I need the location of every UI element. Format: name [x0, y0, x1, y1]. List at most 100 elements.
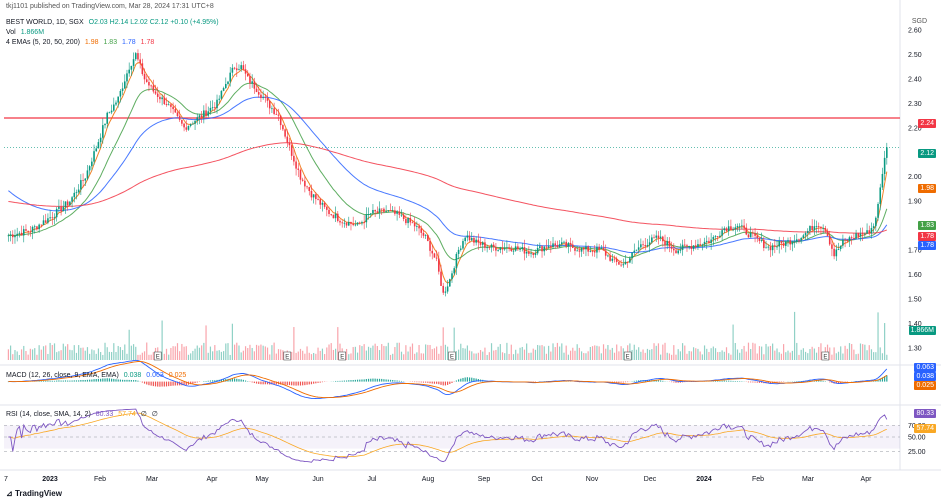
volume-bar — [269, 354, 271, 360]
volume-bar — [181, 343, 183, 360]
volume-bar — [526, 343, 528, 360]
earnings-marker-label: E — [626, 355, 630, 361]
candle-body — [55, 208, 58, 218]
volume-bar — [488, 352, 490, 360]
volume-bar — [453, 327, 455, 360]
volume-bar — [750, 349, 752, 360]
volume-bar — [277, 349, 280, 360]
volume-bar — [605, 348, 607, 360]
publisher-line: tkj1101 published on TradingView.com, Ma… — [6, 3, 214, 10]
volume-bar — [135, 346, 137, 360]
macd-bar — [359, 379, 361, 382]
candle-body — [710, 239, 712, 243]
logo-icon: ⊿ — [6, 489, 15, 498]
macd-bar — [172, 381, 174, 386]
candle-body — [7, 235, 10, 237]
volume-bar — [543, 346, 545, 360]
volume-bar — [352, 347, 354, 360]
candle-body — [192, 123, 194, 125]
candle-body — [93, 151, 95, 162]
macd-bar — [376, 378, 378, 382]
volume-bar — [192, 350, 194, 360]
volume-bar — [185, 346, 187, 360]
macd-bar — [190, 381, 192, 385]
macd-hist-badge: 0.025 — [914, 381, 936, 390]
candle-body — [743, 225, 745, 228]
macd-signal-value: 0.063 — [146, 372, 164, 379]
ema5-badge: 1.98 — [918, 184, 936, 193]
macd-bar — [319, 381, 321, 383]
candle-body — [556, 245, 559, 248]
macd-bar — [64, 380, 67, 382]
volume-bar — [7, 349, 9, 360]
volume-bar — [172, 346, 174, 360]
rsi-ma-line — [8, 412, 887, 458]
candle-body — [18, 232, 21, 234]
macd-bar — [67, 380, 69, 382]
volume-bar — [126, 353, 128, 360]
candle-body — [380, 208, 383, 210]
candle-body — [86, 170, 89, 179]
volume-bar — [499, 344, 501, 360]
candle-body — [536, 248, 539, 254]
volume-bar — [179, 351, 181, 360]
volume-bar — [262, 345, 264, 360]
candle-body — [308, 187, 311, 191]
volume-bar — [756, 353, 758, 360]
volume-bar — [552, 343, 554, 360]
ema-legend: 4 EMAs (5, 20, 50, 200) 1.98 1.83 1.78 1… — [6, 38, 157, 47]
volume-bar — [688, 351, 690, 360]
candle-body — [508, 247, 510, 249]
candle-body — [861, 233, 864, 235]
ohlc-values: O2.03 H2.14 L2.02 C2.12 +0.10 (+4.95%) — [88, 19, 219, 26]
volume-bar — [313, 352, 315, 360]
time-tick-label: Apr — [861, 476, 873, 483]
candle-body — [301, 179, 304, 181]
candle-body — [734, 227, 737, 230]
macd-bar — [809, 380, 811, 382]
price-tick-label: 2.60 — [908, 28, 922, 35]
volume-bar — [712, 346, 714, 360]
candle-body — [831, 244, 833, 249]
volume-bar — [635, 349, 638, 360]
volume-bar — [409, 346, 411, 360]
macd-bar — [95, 379, 97, 382]
macd-bar — [400, 380, 403, 382]
candle-body — [31, 226, 34, 233]
candle-body — [176, 112, 179, 116]
time-tick-label: Dec — [644, 476, 657, 483]
macd-bar — [337, 380, 339, 382]
macd-bar — [473, 378, 475, 382]
price-tick-label: 1.60 — [908, 272, 922, 279]
volume-bar — [460, 343, 462, 360]
candle-body — [510, 248, 513, 252]
volume-bar — [701, 354, 703, 360]
candle-body — [64, 201, 67, 208]
volume-bar — [554, 347, 556, 360]
candle-body — [376, 211, 379, 213]
candle-body — [139, 59, 141, 64]
volume-bar — [618, 351, 620, 360]
volume-bar — [798, 354, 800, 360]
time-tick-label: Aug — [422, 476, 435, 483]
volume-bar — [699, 351, 701, 360]
macd-bar — [317, 381, 319, 383]
volume-bar — [317, 347, 319, 360]
volume-bar — [218, 350, 220, 360]
volume-bar — [594, 345, 596, 360]
candle-body — [756, 235, 759, 239]
candle-body — [604, 250, 607, 256]
macd-bar — [165, 381, 168, 387]
macd-bar — [207, 380, 209, 382]
volume-bar — [337, 327, 339, 360]
candle-body — [196, 117, 199, 121]
macd-bar — [761, 381, 763, 383]
macd-bar — [363, 379, 365, 382]
volume-bar — [475, 353, 477, 360]
volume-bar — [802, 348, 804, 360]
volume-bar — [354, 346, 356, 360]
macd-bar — [341, 380, 343, 382]
macd-bar — [815, 380, 818, 382]
volume-bar — [572, 347, 574, 360]
